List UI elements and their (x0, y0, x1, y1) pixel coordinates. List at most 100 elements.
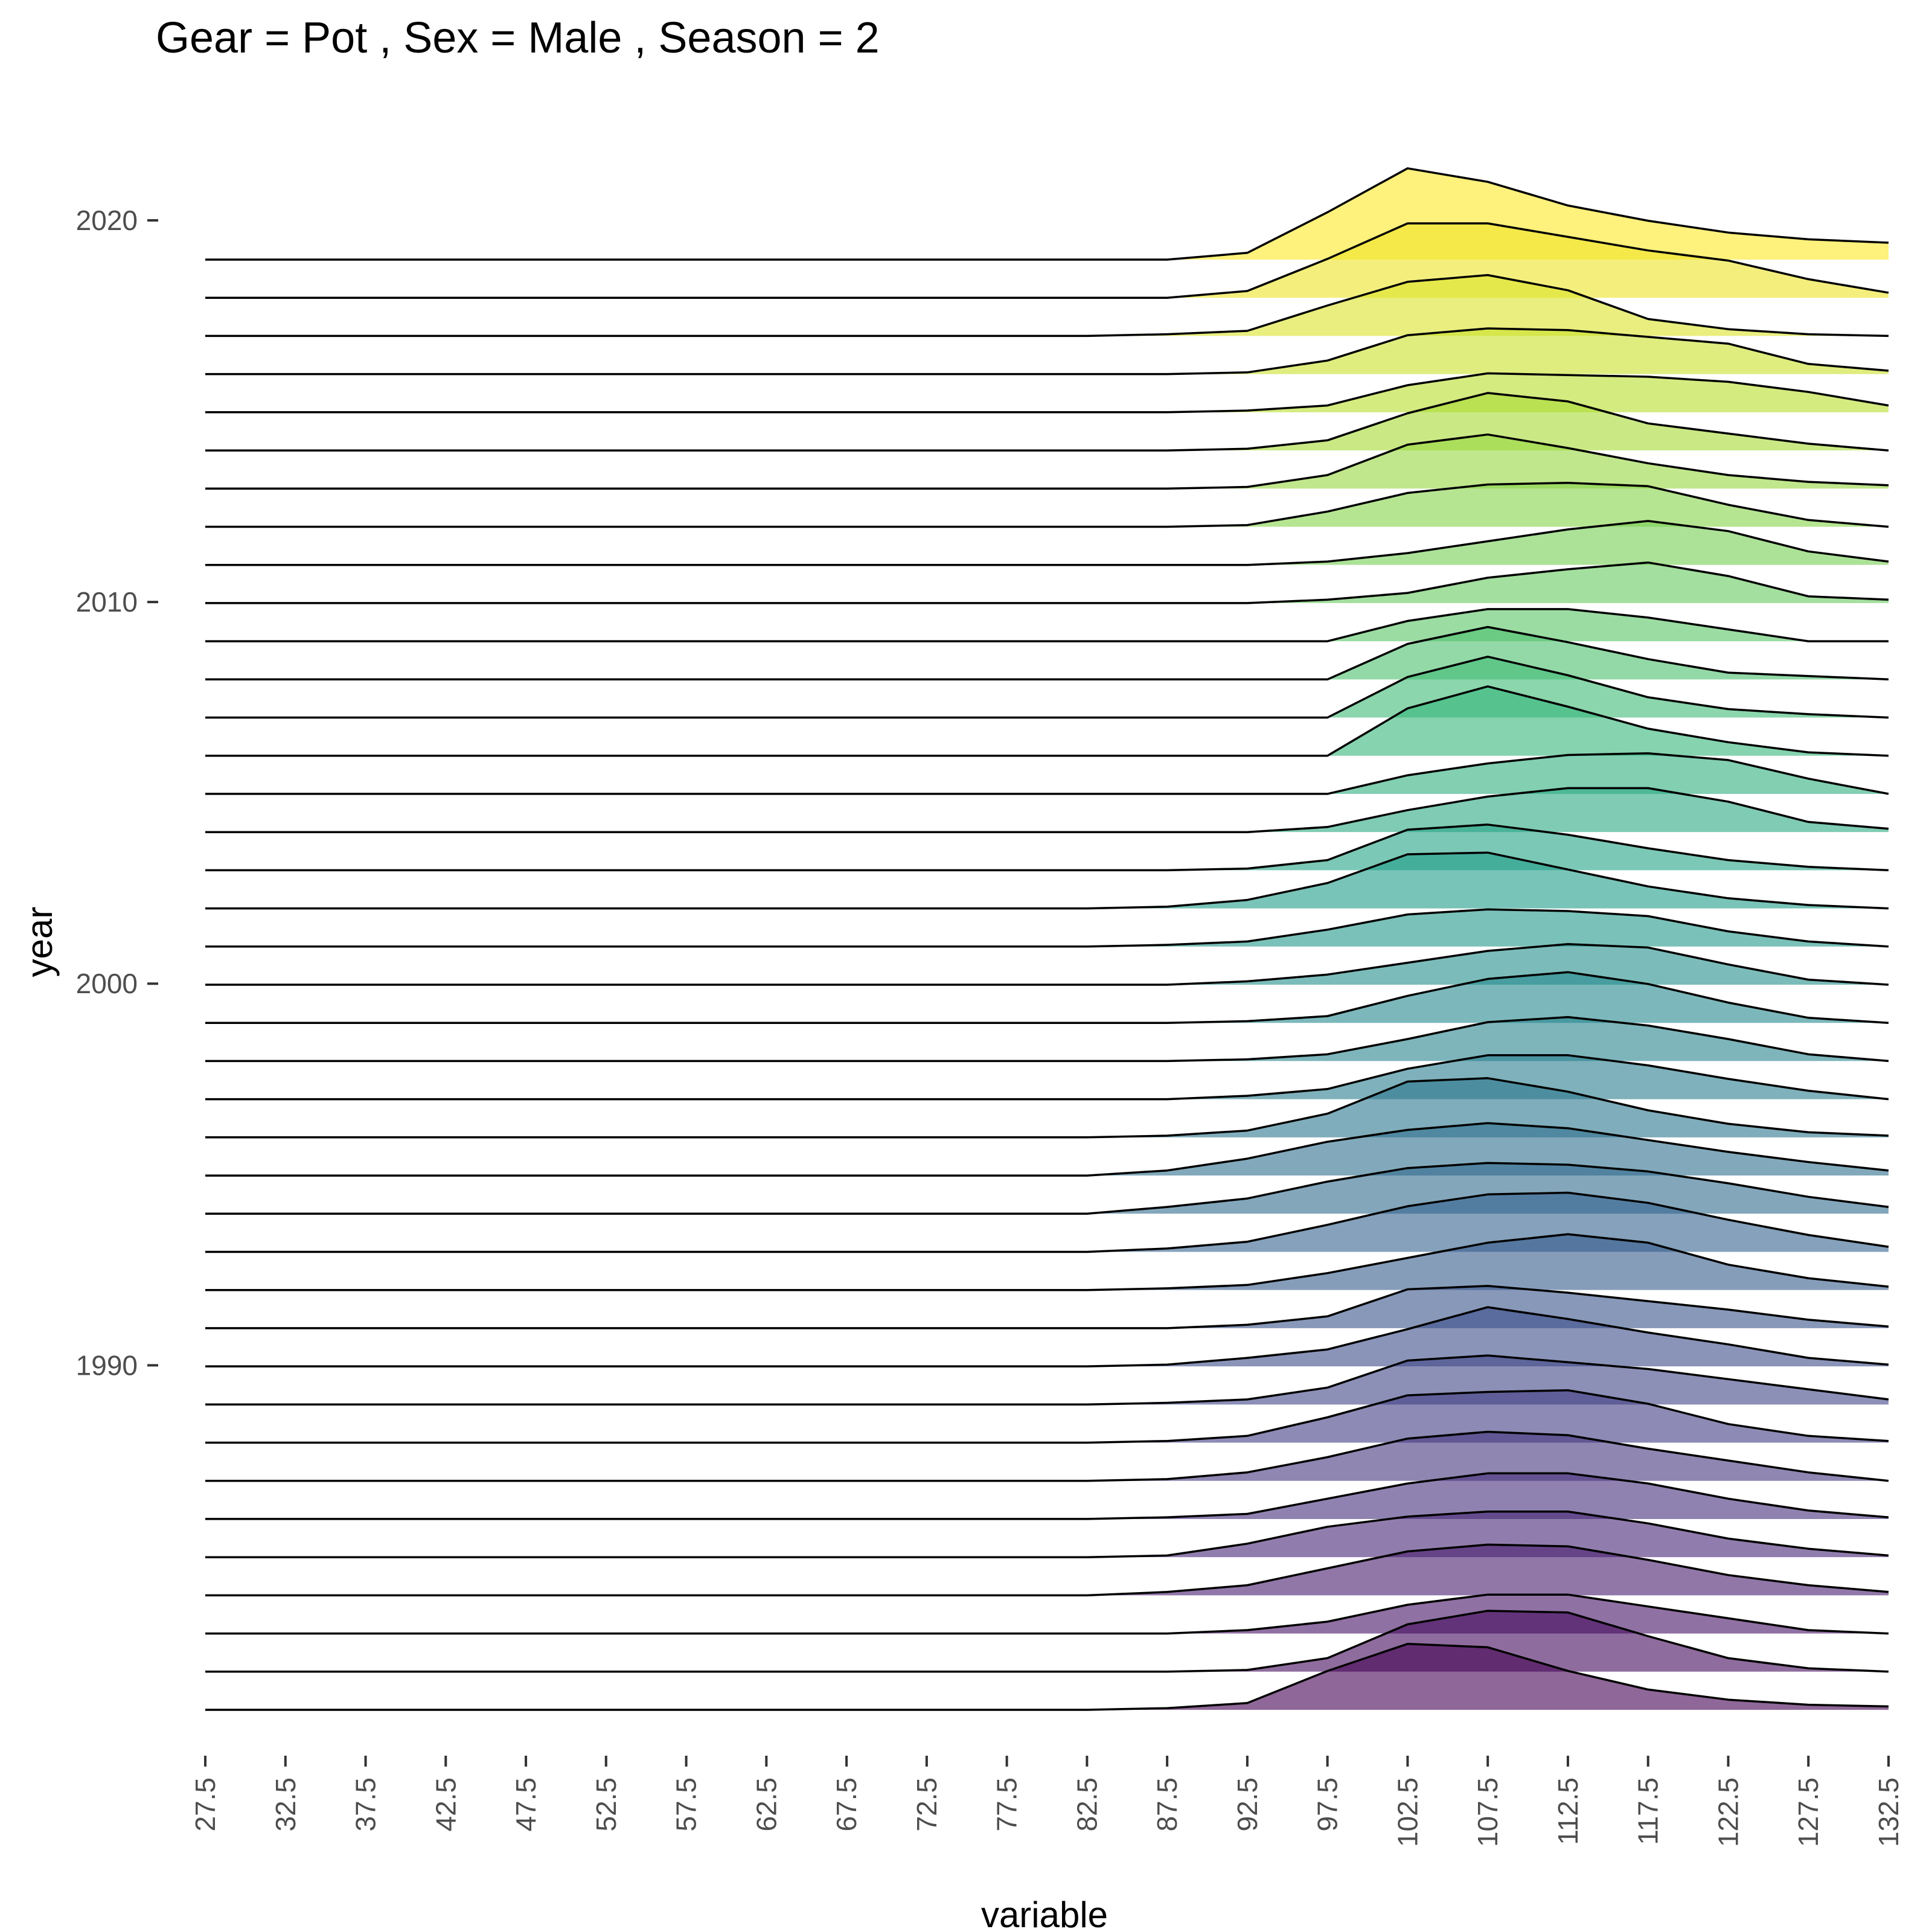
ridge-area-1987 (205, 1473, 1889, 1519)
ridge-line-1995 (205, 1162, 1889, 1215)
x-tick-label: 82.5 (1071, 1777, 1102, 1832)
ridge-area-1999 (205, 1017, 1889, 1061)
ridge-area-1984 (205, 1595, 1889, 1634)
x-axis: 27.5 32.5 37.5 42.5 47.5 52.5 57.5 62.5 67.5 72.5… (190, 1756, 1904, 1847)
ridge-line-2017 (205, 327, 1889, 376)
x-tick-label: 57.5 (671, 1777, 702, 1832)
x-tick-label: 102.5 (1392, 1777, 1423, 1847)
ridge-line-2015 (205, 392, 1889, 452)
x-tick-label: 72.5 (911, 1777, 942, 1832)
ridge-area-2010 (205, 609, 1889, 642)
ridge-line-2012 (205, 520, 1889, 566)
ridge-line-1997 (205, 1077, 1889, 1139)
y-axis-title: year (19, 907, 60, 977)
ridge-line-1983 (205, 1610, 1889, 1673)
ridge-line-2002 (205, 908, 1889, 948)
ridge-line-1989 (205, 1389, 1889, 1444)
ridge-line-2018 (205, 273, 1889, 337)
ridge-area-2018 (205, 275, 1889, 336)
ridge-line-1994 (205, 1191, 1889, 1253)
ridge-area-1989 (205, 1390, 1889, 1443)
x-tick-label: 47.5 (510, 1777, 542, 1832)
ridge-area-1996 (205, 1123, 1889, 1176)
ridge-line-2001 (205, 943, 1889, 986)
ridge-line-2009 (205, 625, 1889, 681)
ridge-line-2011 (205, 561, 1889, 604)
ridge-line-1991 (205, 1306, 1889, 1367)
y-tick-label: 2010 (76, 586, 138, 618)
x-tick-label: 62.5 (750, 1777, 782, 1832)
x-tick-label: 52.5 (590, 1777, 622, 1832)
ridge-line-2008 (205, 655, 1889, 719)
y-axis: 1990 2000 2010 2020 (76, 205, 158, 1381)
ridge-area-1985 (205, 1544, 1889, 1596)
x-tick-label: 77.5 (991, 1777, 1023, 1832)
ridge-area-2016 (205, 373, 1889, 412)
ridge-area-1991 (205, 1307, 1889, 1367)
ridges-group (205, 167, 1889, 1711)
ridge-line-1987 (205, 1472, 1889, 1520)
x-tick-label: 87.5 (1151, 1777, 1183, 1832)
ridge-line-1990 (205, 1354, 1889, 1406)
ridge-area-2005 (205, 788, 1889, 833)
ridge-line-1998 (205, 1054, 1889, 1101)
y-tick-label: 2020 (76, 205, 138, 236)
ridge-line-1982 (205, 1643, 1889, 1711)
ridge-area-2011 (205, 562, 1889, 603)
x-tick-label: 67.5 (831, 1777, 862, 1832)
x-tick-label: 92.5 (1232, 1777, 1263, 1832)
ridge-area-1992 (205, 1285, 1889, 1328)
ridge-line-2019 (205, 222, 1889, 299)
y-tick-label: 1990 (76, 1349, 138, 1381)
ridge-line-2007 (205, 685, 1889, 757)
ridge-line-1999 (205, 1016, 1889, 1063)
ridge-area-1988 (205, 1431, 1889, 1481)
chart-title: Gear = Pot , Sex = Male , Season = 2 (156, 14, 880, 62)
ridge-area-2007 (205, 686, 1889, 756)
ridge-area-2003 (205, 852, 1889, 909)
x-tick-label: 107.5 (1472, 1777, 1503, 1847)
ridge-line-1996 (205, 1122, 1889, 1177)
ridge-area-1997 (205, 1078, 1889, 1137)
x-tick-label: 122.5 (1713, 1777, 1744, 1847)
x-tick-label: 42.5 (430, 1777, 461, 1832)
ridge-line-2000 (205, 971, 1889, 1024)
x-axis-title: variable (981, 1895, 1108, 1932)
ridge-area-2017 (205, 328, 1889, 374)
ridge-line-1988 (205, 1430, 1889, 1482)
ridge-line-2013 (205, 481, 1889, 528)
ridge-line-2003 (205, 851, 1889, 910)
y-tick-label: 2000 (76, 968, 138, 999)
ridge-area-2012 (205, 520, 1889, 565)
ridge-area-1994 (205, 1192, 1889, 1252)
x-tick-label: 132.5 (1873, 1777, 1904, 1847)
ridge-line-2006 (205, 752, 1889, 795)
ridge-area-2013 (205, 482, 1889, 527)
ridge-area-1982 (205, 1643, 1889, 1710)
ridge-area-2014 (205, 434, 1889, 489)
x-tick-label: 117.5 (1633, 1777, 1664, 1845)
ridge-line-1993 (205, 1233, 1889, 1291)
ridge-area-2006 (205, 753, 1889, 794)
ridge-area-1993 (205, 1234, 1889, 1290)
ridge-line-1985 (205, 1543, 1889, 1597)
ridge-line-2010 (205, 608, 1889, 642)
x-tick-label: 32.5 (270, 1777, 301, 1832)
ridge-line-1984 (205, 1593, 1889, 1635)
ridge-area-2002 (205, 909, 1889, 947)
ridge-line-1986 (205, 1510, 1889, 1558)
x-tick-label: 97.5 (1312, 1777, 1343, 1832)
ridge-line-2014 (205, 433, 1889, 490)
ridge-line-2020 (205, 167, 1889, 261)
ridge-line-1992 (205, 1285, 1889, 1329)
ridge-line-2004 (205, 824, 1889, 872)
x-tick-label: 127.5 (1793, 1777, 1824, 1847)
ridge-area-2000 (205, 972, 1889, 1023)
ridge-line-2005 (205, 787, 1889, 833)
ridge-line-2016 (205, 372, 1889, 414)
x-tick-label: 112.5 (1552, 1777, 1584, 1845)
x-tick-label: 37.5 (350, 1777, 382, 1832)
ridge-area-2020 (205, 168, 1889, 260)
ridge-area-2001 (205, 944, 1889, 985)
